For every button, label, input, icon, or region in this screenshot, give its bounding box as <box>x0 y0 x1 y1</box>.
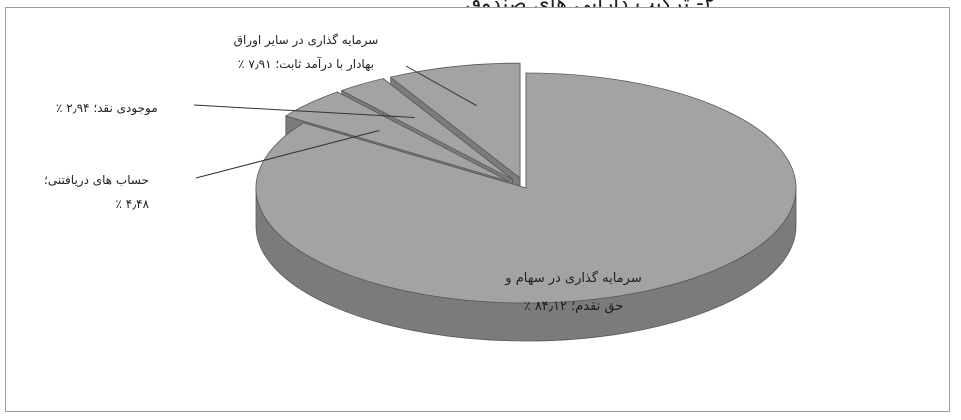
label-line: حساب های دریافتنی؛ <box>44 173 150 187</box>
label-stocks: سرمایه گذاری در سهام و حق تقدم؛ ۸۴٫۱۲ ٪ <box>486 265 661 321</box>
chart-frame: سرمایه گذاری در سایر اوراق بهادار با درآ… <box>5 7 950 412</box>
pie-slice-top <box>389 62 521 179</box>
label-line: حق تقدم؛ ۸۴٫۱۲ ٪ <box>523 299 624 314</box>
pie-slice-top <box>340 78 513 180</box>
label-cash: موجودی نقد؛ ۲٫۹۴ ٪ <box>56 96 158 120</box>
label-line: سرمایه گذاری در سهام و <box>505 271 642 286</box>
label-line: ۴٫۴۸ ٪ <box>115 197 150 211</box>
label-line: سرمایه گذاری در سایر اوراق <box>233 33 379 47</box>
leader-cash <box>193 104 415 119</box>
pie-slice-stocks <box>255 72 797 342</box>
leader-securities <box>405 65 477 107</box>
leader-receivables <box>195 129 380 179</box>
label-line: بهادار با درآمد ثابت؛ ۷٫۹۱ ٪ <box>238 57 374 71</box>
pie-slice-top <box>284 91 509 182</box>
label-fixed-income-securities: سرمایه گذاری در سایر اوراق بهادار با درآ… <box>196 28 416 76</box>
pie-chart <box>193 62 797 342</box>
label-line: موجودی نقد؛ ۲٫۹۴ ٪ <box>56 101 158 115</box>
label-receivables: حساب های دریافتنی؛ ۴٫۴۸ ٪ <box>44 168 149 216</box>
pie-slice-top <box>255 72 797 304</box>
